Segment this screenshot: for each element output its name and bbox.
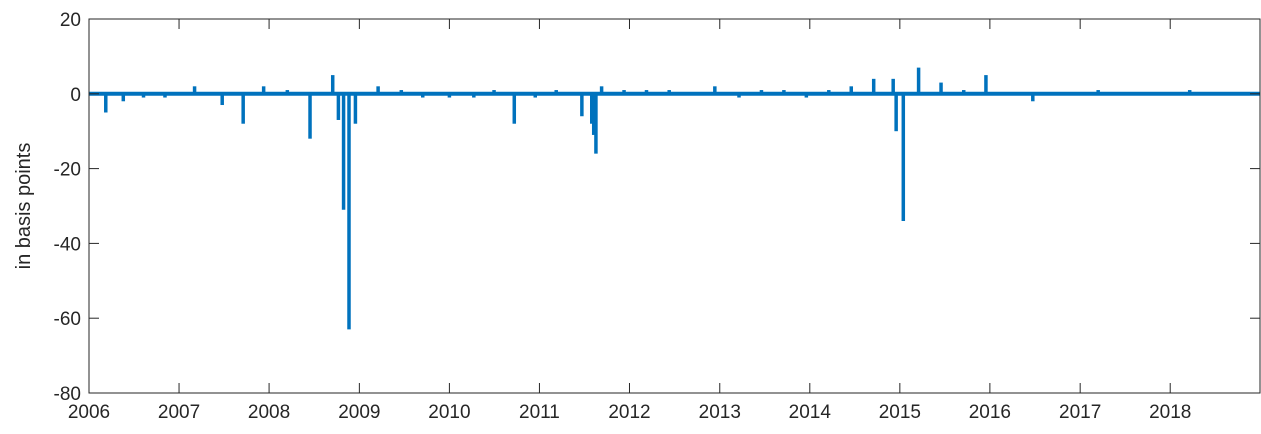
y-axis: 20 0 -20 -40 -60 -80 <box>54 10 1260 405</box>
bars-layer <box>104 67 1192 330</box>
y-tick-label: -40 <box>54 234 81 255</box>
x-tick-label: 2009 <box>338 402 380 423</box>
x-tick-label: 2015 <box>879 402 921 423</box>
y-tick-label: 20 <box>60 10 81 31</box>
x-tick-label: 2017 <box>1059 402 1101 423</box>
x-tick-label: 2006 <box>68 402 110 423</box>
y-tick-label: -80 <box>54 384 81 405</box>
x-tick-label: 2008 <box>248 402 290 423</box>
x-tick-label: 2012 <box>608 402 650 423</box>
x-tick-label: 2007 <box>158 402 200 423</box>
y-tick-label: -60 <box>54 309 81 330</box>
x-tick-label: 2016 <box>969 402 1011 423</box>
x-tick-label: 2018 <box>1149 402 1191 423</box>
y-axis-label: in basis points <box>13 143 35 270</box>
y-tick-label: 0 <box>70 85 81 106</box>
x-tick-label: 2011 <box>519 402 560 423</box>
plot-area-frame <box>88 18 1261 394</box>
x-tick-label: 2013 <box>699 402 741 423</box>
x-tick-label: 2010 <box>428 402 470 423</box>
y-tick-label: -20 <box>54 160 81 181</box>
x-axis: 2006 2007 2008 2009 2010 2011 2012 2013 2014 2015… <box>68 19 1191 423</box>
x-tick-label: 2014 <box>789 402 832 423</box>
